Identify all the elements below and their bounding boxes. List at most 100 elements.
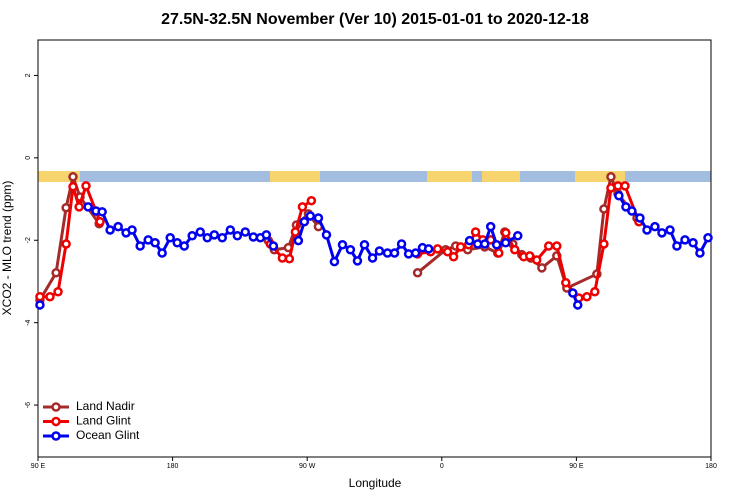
point [620,181,630,191]
series-line [38,171,639,301]
point [470,227,481,237]
point [83,202,93,212]
point [68,172,78,182]
point [599,204,609,214]
point [329,256,340,267]
point [61,239,71,249]
point [485,221,496,232]
map-strip [38,171,711,182]
point [552,241,562,251]
point [572,300,583,310]
x-tick-label: 90 E [31,463,46,470]
point [35,300,45,310]
point [621,202,631,212]
point [113,221,123,232]
point [491,240,502,250]
x-axis-label: Longitude [349,476,402,490]
x-tick-label: 90 E [569,463,584,470]
point [74,202,84,212]
point [35,291,45,302]
point [105,225,115,235]
land-band [38,171,80,182]
point [135,241,145,251]
point [479,239,490,249]
point [650,221,660,232]
legend-marker [51,402,61,412]
point [672,241,682,251]
point [524,251,535,261]
point [293,235,304,246]
point [284,254,295,264]
point [217,233,228,243]
point [665,225,675,235]
y-tick-label: -2 [25,237,32,243]
point [321,230,332,240]
point [561,277,571,288]
point [532,255,542,265]
point [695,248,705,258]
point [448,251,459,262]
point [306,195,317,206]
point [537,263,547,273]
legend-label: Land Nadir [76,399,135,413]
point [614,191,624,201]
point [500,237,511,248]
point [642,225,652,235]
land-band [482,171,520,182]
point [627,206,637,216]
point [290,227,301,237]
y-tick-label: -6 [25,402,32,408]
legend-marker [51,431,61,441]
point [510,244,520,255]
point [195,227,206,237]
point [352,256,363,266]
point [494,248,504,258]
point [412,268,423,278]
point [423,244,434,254]
point [45,291,55,302]
x-tick-label: 180 [705,463,717,470]
point [657,228,667,238]
point [337,240,348,250]
point [543,241,554,251]
point [703,233,713,243]
point [53,287,63,297]
legend-label: Ocean Glint [76,428,140,442]
point [359,240,370,250]
point [268,241,279,251]
point [299,216,310,227]
point [172,237,182,248]
point [305,211,316,221]
point [688,237,698,248]
point [232,230,243,241]
point [606,172,616,182]
point [599,239,609,249]
point [345,244,356,255]
y-tick-label: 0 [25,156,32,160]
point [68,181,78,192]
point [680,235,690,245]
chart-title: 27.5N-32.5N November (Ver 10) 2015-01-01… [161,11,589,28]
point [367,253,378,263]
point [81,181,91,191]
point [51,268,61,278]
land-band [575,171,625,182]
plot-frame [37,39,712,458]
point [165,233,175,243]
legend-marker [51,416,61,427]
point [261,230,272,240]
point [568,288,578,298]
point [209,230,220,240]
point [464,235,475,246]
point [501,228,511,238]
point [455,242,466,252]
ocean-band [38,171,711,182]
point [127,225,137,235]
x-tick-label: 90 W [299,463,316,470]
point [442,247,453,257]
point [61,202,71,213]
y-tick-label: 2 [25,73,32,77]
legend-label: Land Glint [76,414,131,428]
point [157,248,167,258]
